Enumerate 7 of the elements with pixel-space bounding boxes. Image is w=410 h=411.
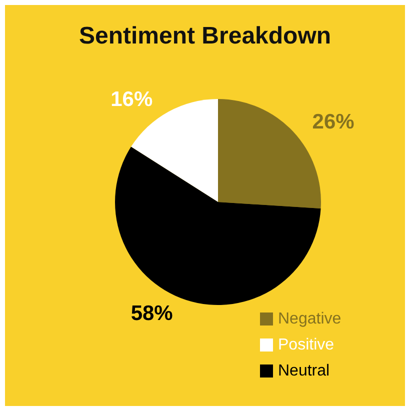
data-label: 58%: [130, 302, 174, 325]
data-label: 26%: [312, 110, 355, 134]
legend-label: Negative: [278, 310, 342, 328]
legend-label: Positive: [278, 336, 334, 354]
chart-title: Sentiment Breakdown: [78, 22, 332, 50]
data-label: 16%: [110, 88, 153, 111]
legend-label: Neutral: [278, 362, 330, 380]
